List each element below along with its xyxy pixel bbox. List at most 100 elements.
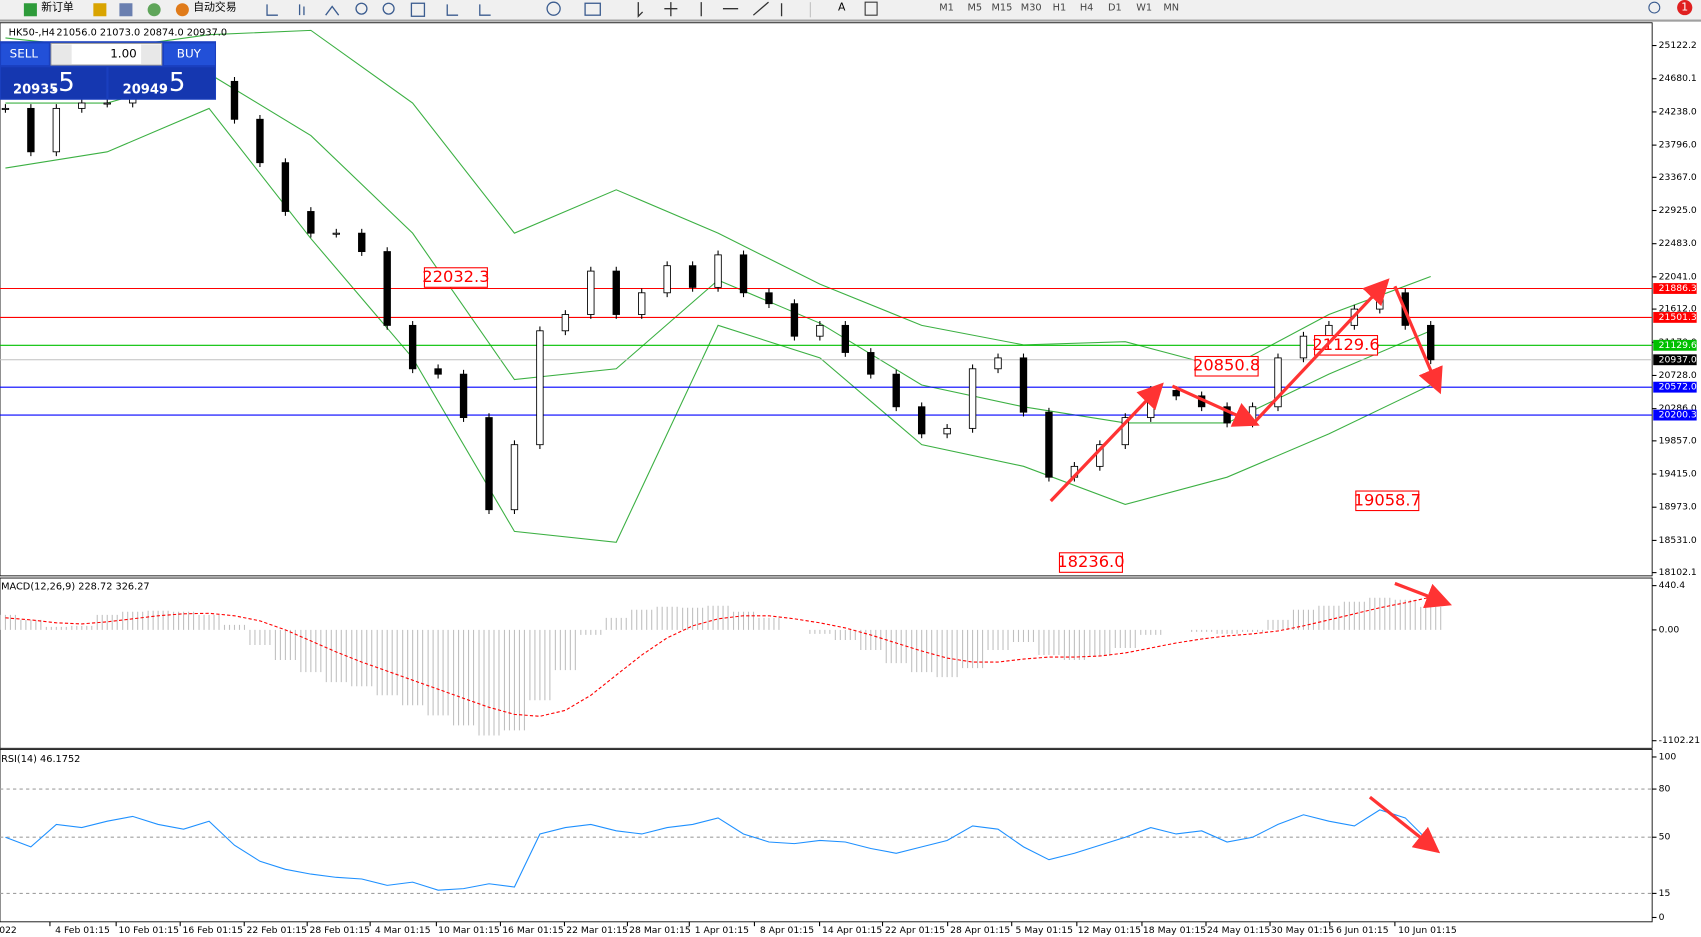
toolbar: 新订单 自动交易 A M1 M5 M15 M30 H1 H4 D1 W1 MN 1 — [0, 0, 1701, 20]
volume-up[interactable] — [141, 44, 161, 64]
y-tick-label: 19857.0 — [1659, 435, 1697, 446]
buy-label[interactable]: BUY — [177, 47, 202, 61]
candle-body — [765, 292, 773, 305]
buy-price-box[interactable] — [108, 67, 215, 99]
candle-body — [561, 314, 570, 332]
symbol: HK50-,H4 — [9, 28, 55, 39]
price-level-label: 21501.3 — [1659, 312, 1697, 323]
one-click-trading: SELL 1.00 BUY 20935 .5 20949 .5 — [0, 41, 217, 100]
search[interactable] — [1648, 1, 1661, 14]
rsi-title: RSI(14) 46.1752 — [1, 754, 80, 765]
y-tick-label: 20728.0 — [1659, 370, 1697, 381]
rsi-line — [5, 809, 1432, 891]
text-tool[interactable]: A — [838, 1, 846, 14]
y-tick-label: 20286.0 — [1659, 403, 1697, 414]
tile[interactable] — [410, 2, 426, 17]
sell-label[interactable]: SELL — [10, 47, 39, 61]
notification-badge[interactable] — [1677, 0, 1693, 16]
macd-chart — [0, 596, 1442, 736]
sell-price-box[interactable] — [1, 67, 107, 99]
volume-down[interactable] — [52, 44, 72, 64]
x-tick-label: 25 Jan 2022 — [0, 925, 17, 936]
tool-icon[interactable] — [147, 3, 161, 17]
price-level-tag — [1653, 409, 1697, 421]
x-tick-label: 8 Apr 01:15 — [760, 925, 814, 936]
candle-body — [1045, 411, 1053, 478]
toolbar-border — [0, 19, 1701, 22]
candle-body — [714, 254, 722, 288]
tool-icon[interactable] — [93, 3, 107, 17]
annotation-box — [1058, 552, 1123, 573]
candle-body — [103, 102, 111, 105]
candle-body — [230, 80, 239, 120]
buy-price[interactable]: 20949 — [123, 83, 168, 98]
new-order-icon[interactable] — [23, 3, 37, 17]
timeframe[interactable]: M5 — [967, 3, 982, 14]
candle-body — [383, 251, 391, 326]
annotation: 19058.7 — [1354, 490, 1421, 509]
bollinger-band — [5, 29, 1431, 370]
candle-body — [968, 368, 977, 429]
y-tick-label: 0 — [1659, 912, 1665, 923]
candle-body — [332, 232, 340, 235]
timeframe[interactable]: H4 — [1080, 3, 1094, 14]
y-tick-label: 80 — [1659, 784, 1671, 795]
sell-pip[interactable]: .5 — [50, 68, 75, 98]
notification-count: 1 — [1681, 1, 1688, 14]
x-tick-label: 6 Jun 01:15 — [1336, 925, 1389, 936]
candle-body — [943, 427, 951, 435]
y-tick-label: 22483.0 — [1659, 238, 1697, 249]
x-tick-label: 18 May 01:15 — [1143, 925, 1206, 936]
x-tick-label: 10 Feb 01:15 — [118, 925, 179, 936]
label-tool[interactable] — [864, 1, 878, 16]
zoom-out[interactable] — [382, 2, 395, 15]
candle-body — [1019, 357, 1028, 413]
periods[interactable] — [546, 1, 561, 16]
price-level-tag — [1653, 381, 1697, 393]
candle-body — [1172, 390, 1180, 397]
templates[interactable] — [584, 2, 601, 16]
sell-button[interactable] — [1, 43, 49, 66]
drawing-tools[interactable] — [637, 1, 783, 18]
volume[interactable]: 1.00 — [110, 47, 137, 61]
annotation: 18236.0 — [1057, 552, 1124, 571]
x-tick-label: 1 Apr 01:15 — [695, 925, 749, 936]
auto-trading-icon[interactable] — [175, 3, 189, 17]
buy-pip[interactable]: .5 — [161, 68, 186, 98]
x-tick-label: 28 Mar 01:15 — [629, 925, 691, 936]
x-tick-label: 22 Feb 01:15 — [247, 925, 308, 936]
candle-body — [281, 162, 290, 212]
y-tick-label: 440.4 — [1659, 580, 1686, 591]
scroll-icons[interactable] — [446, 4, 491, 16]
buy-button[interactable] — [163, 43, 215, 66]
tool-icons — [266, 1, 783, 18]
timeframe[interactable]: H1 — [1053, 3, 1067, 14]
candle-body — [612, 270, 620, 315]
x-tick-label: 22 Mar 01:15 — [566, 925, 628, 936]
zoom-in[interactable] — [355, 2, 368, 15]
x-tick-label: 5 May 01:15 — [1016, 925, 1074, 936]
volume-input[interactable] — [50, 42, 163, 66]
candle-body — [459, 373, 468, 419]
x-tick-label: 4 Feb 01:15 — [55, 925, 110, 936]
new-order[interactable]: 新订单 — [41, 0, 74, 14]
chart-type-icons[interactable] — [266, 4, 340, 16]
timeframe[interactable]: M1 — [939, 3, 954, 14]
tool-icon[interactable] — [119, 3, 133, 17]
separator — [809, 2, 811, 18]
timeframe[interactable]: W1 — [1136, 3, 1152, 14]
timeframe[interactable]: MN — [1163, 3, 1179, 14]
auto-trading[interactable]: 自动交易 — [193, 0, 236, 14]
timeframe[interactable]: M30 — [1021, 3, 1042, 14]
y-tick-label: 100 — [1659, 751, 1677, 762]
candle-body — [1427, 324, 1435, 361]
y-tick-label: 25122.2 — [1659, 40, 1697, 51]
candle-body — [408, 324, 417, 370]
timeframe[interactable]: M15 — [992, 3, 1013, 14]
macd-title: MACD(12,26,9) 228.72 326.27 — [1, 582, 150, 593]
x-tick-label: 22 Apr 01:15 — [885, 925, 945, 936]
sell-price[interactable]: 20935 — [13, 83, 58, 98]
timeframe[interactable]: D1 — [1108, 3, 1122, 14]
